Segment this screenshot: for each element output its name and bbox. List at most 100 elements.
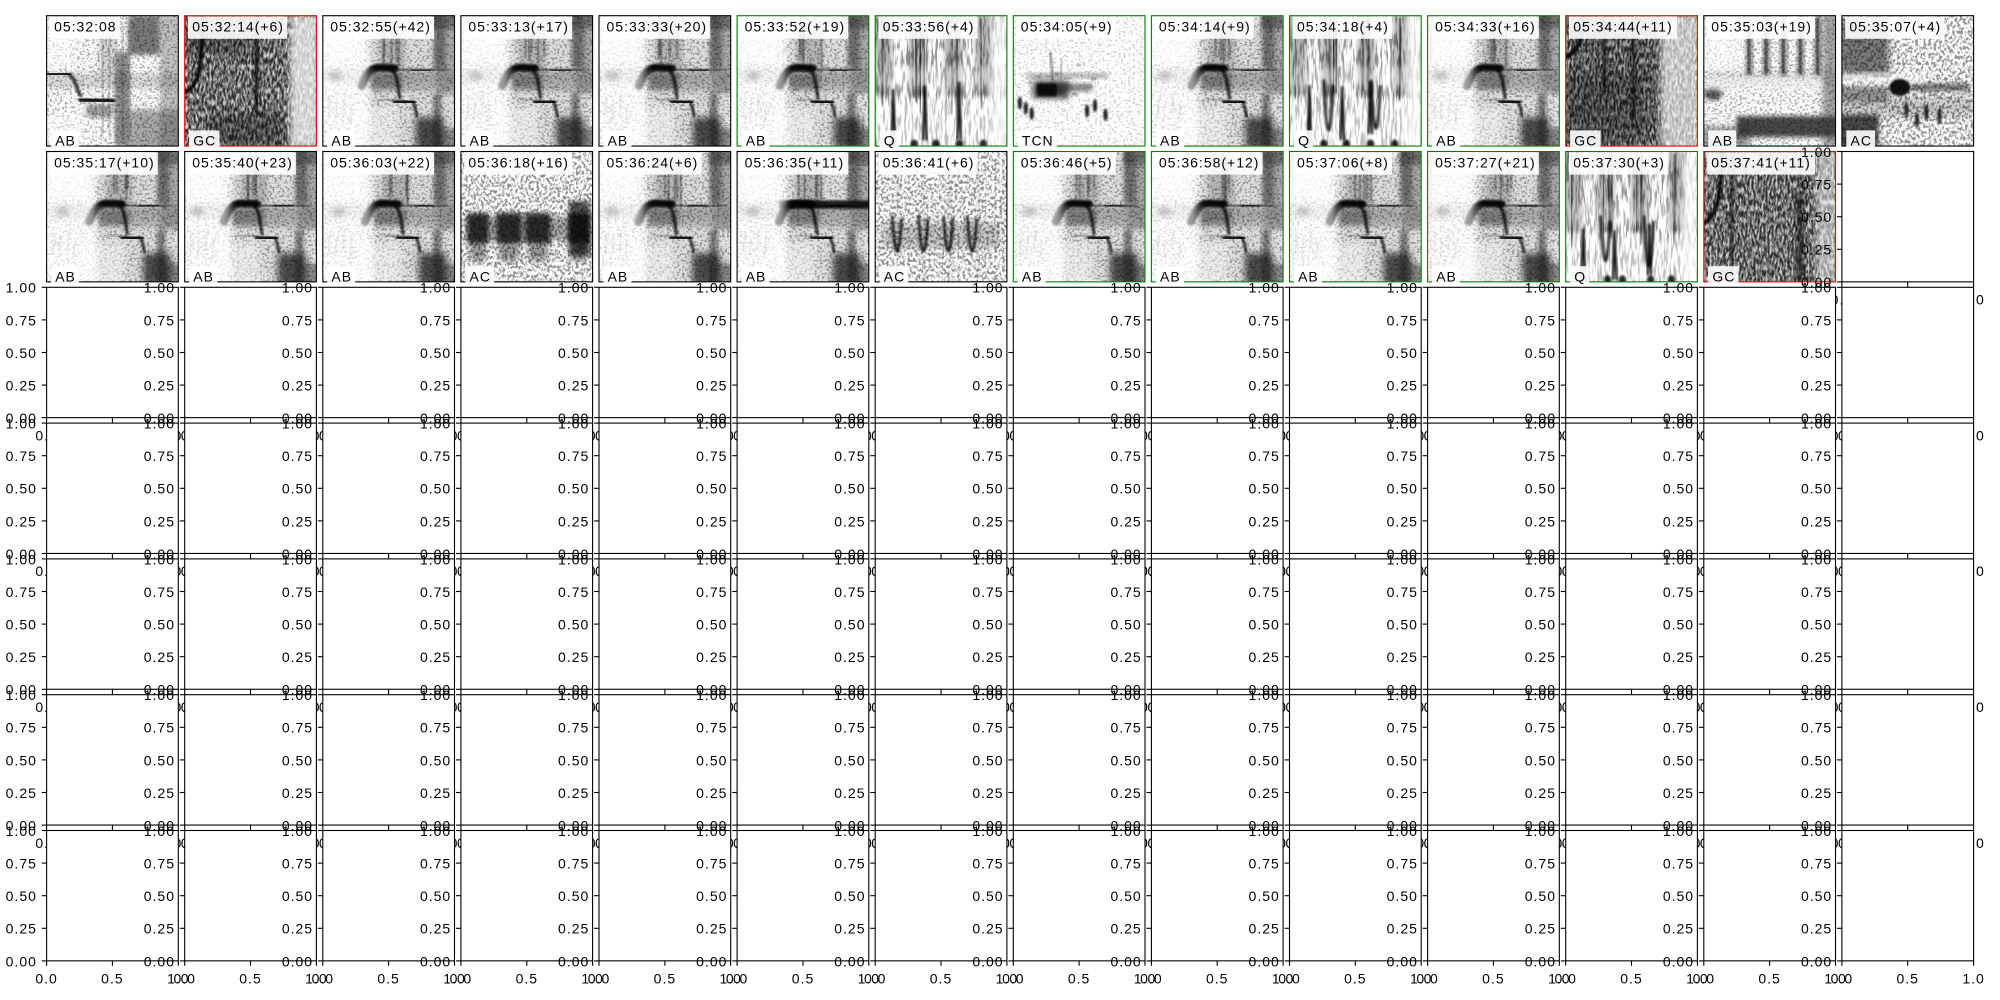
- svg-text:0.50: 0.50: [1801, 481, 1832, 497]
- svg-text:0.00: 0.00: [1249, 953, 1280, 969]
- svg-text:0.00: 0.00: [1387, 818, 1418, 834]
- svg-text:0.50: 0.50: [972, 752, 1003, 768]
- svg-text:0.75: 0.75: [1801, 856, 1832, 872]
- svg-text:0.25: 0.25: [420, 378, 451, 394]
- svg-text:0.25: 0.25: [6, 649, 37, 665]
- svg-text:0.00: 0.00: [1110, 953, 1141, 969]
- svg-text:0.0: 0.0: [588, 971, 610, 987]
- svg-text:0.00: 0.00: [6, 410, 37, 426]
- svg-text:0.00: 0.00: [696, 410, 727, 426]
- svg-text:1.00: 1.00: [1249, 551, 1280, 567]
- svg-text:AC: AC: [884, 269, 905, 285]
- svg-text:0.50: 0.50: [696, 345, 727, 361]
- svg-text:AB: AB: [55, 269, 76, 285]
- svg-text:0.25: 0.25: [834, 649, 865, 665]
- svg-text:AB: AB: [331, 269, 352, 285]
- svg-text:0.00: 0.00: [282, 682, 313, 698]
- svg-text:0.25: 0.25: [1110, 785, 1141, 801]
- svg-text:0.00: 0.00: [282, 818, 313, 834]
- svg-text:1.00: 1.00: [420, 280, 451, 296]
- svg-text:0.00: 0.00: [144, 546, 175, 562]
- svg-text:1.00: 1.00: [1110, 687, 1141, 703]
- svg-text:0.50: 0.50: [696, 481, 727, 497]
- svg-text:1.00: 1.00: [1663, 280, 1694, 296]
- svg-text:0.25: 0.25: [696, 513, 727, 529]
- svg-text:0.75: 0.75: [420, 312, 451, 328]
- svg-text:05:36:58(+12): 05:36:58(+12): [1159, 154, 1260, 170]
- svg-text:GC: GC: [1712, 269, 1735, 285]
- svg-text:0.00: 0.00: [1525, 410, 1556, 426]
- svg-text:1.00: 1.00: [420, 551, 451, 567]
- svg-text:0.25: 0.25: [1525, 513, 1556, 529]
- svg-text:0.50: 0.50: [1387, 481, 1418, 497]
- svg-text:05:36:46(+5): 05:36:46(+5): [1021, 154, 1113, 170]
- svg-text:0.50: 0.50: [1387, 888, 1418, 904]
- svg-text:1.00: 1.00: [972, 823, 1003, 839]
- svg-text:0.75: 0.75: [834, 856, 865, 872]
- svg-text:05:36:03(+22): 05:36:03(+22): [330, 154, 431, 170]
- svg-text:0.25: 0.25: [1801, 242, 1832, 258]
- svg-text:1.00: 1.00: [558, 416, 589, 432]
- svg-text:0.75: 0.75: [972, 720, 1003, 736]
- svg-text:0.50: 0.50: [1801, 888, 1832, 904]
- svg-text:0.25: 0.25: [6, 921, 37, 937]
- svg-text:0.0: 0.0: [1416, 971, 1438, 987]
- svg-text:1.00: 1.00: [6, 823, 37, 839]
- svg-text:0.50: 0.50: [1387, 617, 1418, 633]
- svg-text:0.75: 0.75: [282, 448, 313, 464]
- svg-text:0.50: 0.50: [420, 481, 451, 497]
- svg-text:0.50: 0.50: [1387, 345, 1418, 361]
- svg-text:0.5: 0.5: [1206, 971, 1228, 987]
- svg-text:0.50: 0.50: [1249, 752, 1280, 768]
- svg-text:0.25: 0.25: [1525, 785, 1556, 801]
- svg-text:0.75: 0.75: [144, 312, 175, 328]
- svg-text:0.25: 0.25: [1249, 649, 1280, 665]
- svg-text:0.5: 0.5: [1344, 971, 1366, 987]
- svg-text:05:35:07(+4): 05:35:07(+4): [1849, 19, 1941, 35]
- svg-text:1.00: 1.00: [1387, 280, 1418, 296]
- svg-text:0.00: 0.00: [1249, 546, 1280, 562]
- svg-text:0.00: 0.00: [834, 953, 865, 969]
- svg-text:0.50: 0.50: [6, 752, 37, 768]
- svg-text:1.0: 1.0: [1548, 971, 1570, 987]
- svg-text:0.75: 0.75: [696, 448, 727, 464]
- svg-text:0.25: 0.25: [1525, 649, 1556, 665]
- svg-text:1.00: 1.00: [6, 687, 37, 703]
- svg-text:0.00: 0.00: [1525, 818, 1556, 834]
- svg-text:0.75: 0.75: [1663, 312, 1694, 328]
- svg-text:0.75: 0.75: [144, 448, 175, 464]
- svg-text:0.0: 0.0: [1278, 971, 1300, 987]
- svg-text:0.50: 0.50: [1525, 752, 1556, 768]
- svg-text:0.00: 0.00: [834, 410, 865, 426]
- svg-text:0.00: 0.00: [696, 818, 727, 834]
- svg-text:1.00: 1.00: [1663, 823, 1694, 839]
- svg-text:0.50: 0.50: [1525, 345, 1556, 361]
- svg-text:0.25: 0.25: [1387, 785, 1418, 801]
- svg-text:AB: AB: [1436, 133, 1457, 149]
- svg-text:0.50: 0.50: [834, 752, 865, 768]
- svg-text:05:36:18(+16): 05:36:18(+16): [468, 154, 569, 170]
- svg-text:AB: AB: [746, 269, 767, 285]
- svg-text:1.00: 1.00: [1801, 280, 1832, 296]
- svg-text:0.00: 0.00: [144, 682, 175, 698]
- svg-text:0.00: 0.00: [1801, 953, 1832, 969]
- svg-text:0.50: 0.50: [1801, 617, 1832, 633]
- svg-text:05:34:44(+11): 05:34:44(+11): [1573, 19, 1673, 35]
- svg-text:1.00: 1.00: [1110, 823, 1141, 839]
- svg-text:1.00: 1.00: [1801, 416, 1832, 432]
- svg-text:0.00: 0.00: [1801, 546, 1832, 562]
- svg-text:05:34:05(+9): 05:34:05(+9): [1021, 19, 1113, 35]
- svg-text:0.50: 0.50: [144, 752, 175, 768]
- svg-text:0.50: 0.50: [1525, 481, 1556, 497]
- svg-text:0.50: 0.50: [144, 481, 175, 497]
- svg-text:0.25: 0.25: [144, 378, 175, 394]
- svg-text:TCN: TCN: [1022, 133, 1054, 149]
- svg-text:05:37:30(+3): 05:37:30(+3): [1573, 154, 1665, 170]
- svg-text:1.00: 1.00: [696, 551, 727, 567]
- svg-text:0.75: 0.75: [1249, 856, 1280, 872]
- svg-text:0.75: 0.75: [282, 856, 313, 872]
- svg-text:0.75: 0.75: [282, 312, 313, 328]
- svg-text:1.0: 1.0: [1686, 971, 1708, 987]
- svg-text:0.25: 0.25: [972, 785, 1003, 801]
- svg-text:05:37:41(+11): 05:37:41(+11): [1711, 154, 1811, 170]
